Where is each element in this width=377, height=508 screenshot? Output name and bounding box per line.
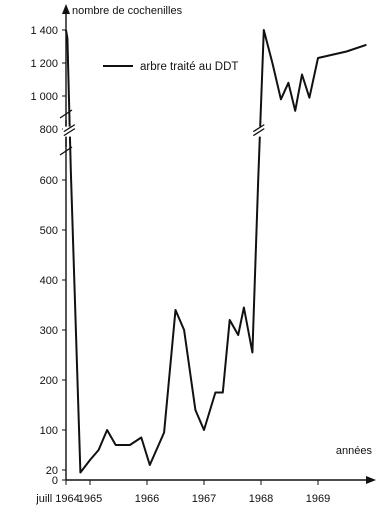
x-tick-label: juill 1964 <box>35 493 79 505</box>
x-tick-label: 1968 <box>249 493 273 505</box>
y-tick-label: 800 <box>40 124 58 136</box>
series-line <box>65 29 367 474</box>
x-axis-title: années <box>336 445 373 457</box>
line-break-mark <box>63 124 76 133</box>
y-tick-label: 500 <box>40 225 58 237</box>
y-tick-label: 200 <box>40 375 58 387</box>
legend-label: arbre traité au DDT <box>140 61 238 73</box>
x-tick-label: 1966 <box>135 493 159 505</box>
y-axis-title: nombre de cochenilles <box>72 5 183 17</box>
y-tick-label: 1 000 <box>30 91 58 103</box>
x-tick-label: 1969 <box>306 493 330 505</box>
y-tick-label: 100 <box>40 425 58 437</box>
x-tick-label: 1967 <box>192 493 216 505</box>
y-axis-arrow <box>62 4 70 14</box>
line-break-mark <box>252 128 265 137</box>
y-tick-label: 600 <box>40 175 58 187</box>
x-axis-arrow <box>366 476 376 484</box>
x-tick-label: 1965 <box>78 493 102 505</box>
y-tick-label: 20 <box>46 465 58 477</box>
y-tick-label: 1 200 <box>30 58 58 70</box>
line-break-mark <box>252 124 265 133</box>
line-break-mark <box>63 128 76 137</box>
y-tick-label: 1 400 <box>30 25 58 37</box>
y-tick-label: 400 <box>40 275 58 287</box>
y-tick-label: 0 <box>52 475 58 487</box>
y-tick-label: 300 <box>40 325 58 337</box>
